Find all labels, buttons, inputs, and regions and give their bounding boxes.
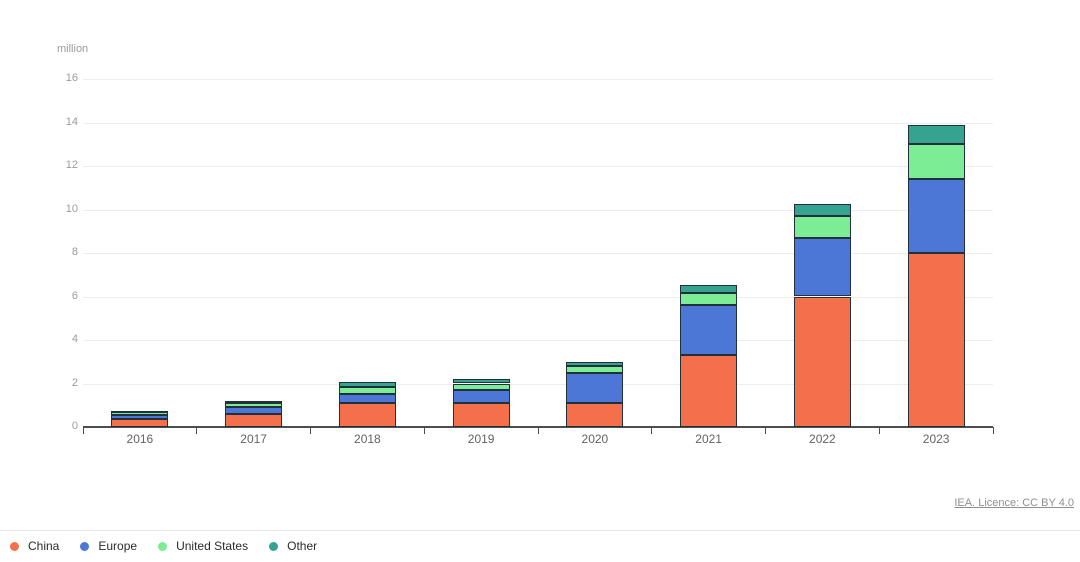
legend-item-other[interactable]: Other bbox=[269, 539, 317, 553]
legend-item-china[interactable]: China bbox=[10, 539, 59, 553]
legend-item-europe[interactable]: Europe bbox=[80, 539, 137, 553]
bar-segment-other-2016[interactable] bbox=[111, 410, 169, 413]
bar-segment-united-states-2017[interactable] bbox=[225, 403, 283, 408]
x-tick-mark bbox=[992, 427, 994, 434]
x-tick-mark bbox=[537, 427, 539, 434]
bar-segment-europe-2016[interactable] bbox=[111, 415, 169, 420]
bar-segment-europe-2020[interactable] bbox=[566, 372, 624, 404]
bar-segment-china-2018[interactable] bbox=[338, 403, 396, 427]
legend-dot-europe bbox=[80, 541, 90, 551]
x-tick-label-2020: 2020 bbox=[581, 432, 609, 446]
x-tick-label-2017: 2017 bbox=[240, 432, 267, 446]
legend-item-united-states[interactable]: United States bbox=[158, 539, 248, 553]
gridline bbox=[83, 122, 993, 124]
gridline bbox=[83, 166, 993, 167]
bar-segment-other-2020[interactable] bbox=[566, 361, 624, 367]
bar-segment-other-2019[interactable] bbox=[452, 379, 510, 384]
bar-segment-china-2021[interactable] bbox=[680, 355, 738, 427]
bar-segment-other-2021[interactable] bbox=[680, 284, 738, 294]
gridline bbox=[83, 209, 993, 211]
bar-segment-other-2022[interactable] bbox=[793, 204, 851, 217]
bar-segment-europe-2022[interactable] bbox=[793, 237, 851, 297]
source-licence-link[interactable]: IEA. Licence: CC BY 4.0 bbox=[954, 497, 1074, 509]
legend-dot-other bbox=[269, 541, 279, 551]
x-tick-mark bbox=[765, 427, 766, 434]
x-tick-mark bbox=[651, 427, 653, 434]
gridline bbox=[83, 296, 993, 298]
x-tick-label-2023: 2023 bbox=[922, 432, 950, 446]
bar-segment-united-states-2019[interactable] bbox=[452, 383, 510, 391]
bar-segment-europe-2017[interactable] bbox=[225, 407, 283, 414]
y-tick-label: 8 bbox=[71, 246, 78, 258]
y-tick-label: 2 bbox=[71, 376, 78, 389]
bar-segment-united-states-2021[interactable] bbox=[680, 293, 738, 306]
x-tick-label-2016: 2016 bbox=[126, 432, 154, 446]
legend-label: Europe bbox=[98, 539, 138, 553]
gridline bbox=[83, 253, 993, 254]
bar-segment-china-2019[interactable] bbox=[452, 403, 510, 427]
y-axis-unit-label: million bbox=[57, 43, 89, 55]
x-tick-mark bbox=[310, 427, 311, 434]
x-tick-label-2019: 2019 bbox=[467, 432, 495, 446]
bar-segment-united-states-2020[interactable] bbox=[566, 366, 624, 373]
y-tick-label: 16 bbox=[65, 72, 78, 84]
bar-segment-united-states-2023[interactable] bbox=[907, 144, 965, 180]
bar-segment-europe-2023[interactable] bbox=[907, 179, 965, 253]
bar-segment-europe-2019[interactable] bbox=[452, 390, 510, 404]
bar-segment-china-2016[interactable] bbox=[111, 419, 169, 427]
bar-segment-united-states-2022[interactable] bbox=[793, 216, 851, 238]
bar-segment-europe-2021[interactable] bbox=[680, 305, 738, 356]
gridline bbox=[83, 383, 993, 385]
footer-divider bbox=[0, 530, 1080, 531]
bar-segment-united-states-2018[interactable] bbox=[338, 386, 396, 395]
x-tick-mark bbox=[82, 427, 84, 434]
legend-dot-china bbox=[10, 541, 19, 551]
legend: China Europe United States Other bbox=[10, 539, 317, 553]
y-tick-label: 12 bbox=[65, 159, 78, 171]
legend-label: United States bbox=[176, 539, 249, 553]
bar-segment-china-2023[interactable] bbox=[907, 253, 965, 427]
gridline bbox=[83, 79, 993, 80]
x-tick-label-2022: 2022 bbox=[809, 432, 836, 446]
bar-segment-china-2017[interactable] bbox=[225, 413, 283, 427]
x-tick-mark bbox=[196, 427, 198, 434]
bar-segment-other-2023[interactable] bbox=[907, 124, 965, 145]
x-tick-label-2021: 2021 bbox=[695, 432, 722, 446]
y-tick-label: 10 bbox=[65, 202, 78, 215]
bar-segment-other-2018[interactable] bbox=[338, 382, 396, 387]
legend-label: Other bbox=[287, 539, 318, 553]
bar-segment-china-2022[interactable] bbox=[793, 296, 851, 427]
bar-segment-europe-2018[interactable] bbox=[338, 394, 396, 404]
y-tick-label: 4 bbox=[71, 333, 78, 345]
x-tick-mark bbox=[423, 427, 425, 434]
x-tick-mark bbox=[878, 427, 880, 434]
x-tick-label-2018: 2018 bbox=[354, 432, 381, 446]
y-tick-label: 6 bbox=[71, 289, 78, 302]
y-tick-label: 14 bbox=[65, 115, 78, 128]
legend-label: China bbox=[28, 539, 60, 553]
bar-segment-other-2017[interactable] bbox=[225, 400, 283, 404]
legend-dot-united-states bbox=[158, 541, 168, 551]
y-tick-label: 0 bbox=[71, 420, 78, 432]
bar-segment-china-2020[interactable] bbox=[566, 403, 624, 427]
gridline bbox=[83, 340, 993, 341]
